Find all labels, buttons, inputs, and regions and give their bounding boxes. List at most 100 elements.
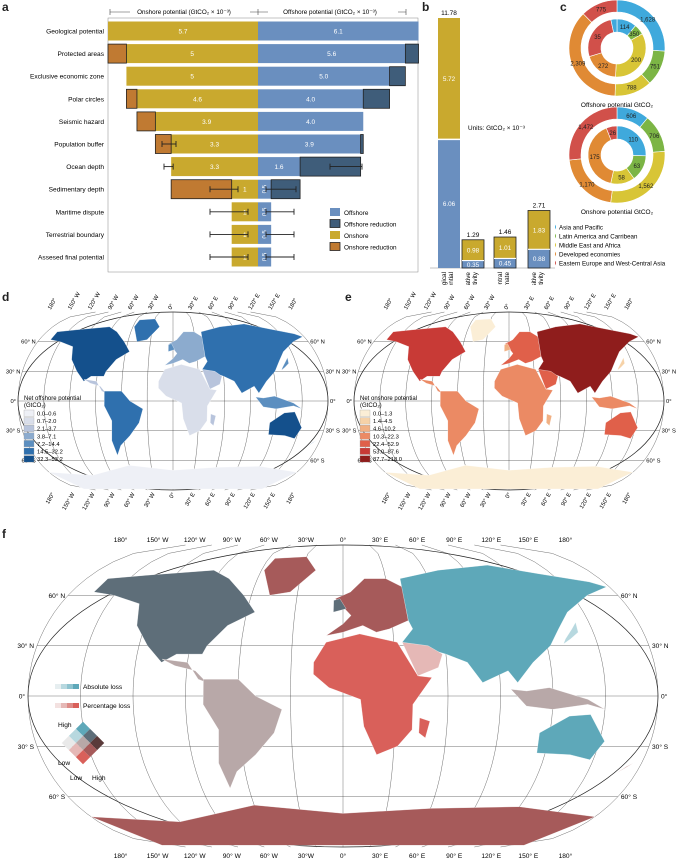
bivariate-cell [90, 735, 105, 751]
longitude-label: 60° E [541, 492, 553, 507]
legend-title-line2: (GtCO₂) [360, 403, 382, 409]
legend-swatch [23, 409, 35, 417]
legend-swatch [23, 447, 35, 455]
latitude-label: 60° N [21, 340, 36, 346]
country-region [616, 759, 640, 774]
onshore-value-label: 5.72 [443, 76, 456, 83]
longitude-label: 180° [47, 298, 58, 311]
country-region [281, 357, 289, 371]
category-label: Central [497, 272, 504, 285]
percentage-loss-label: Percentage loss [83, 703, 131, 710]
longitude-label: 30° W [144, 492, 157, 509]
longitude-label: 60° W [260, 852, 279, 860]
longitude-label: 0° [340, 852, 347, 860]
bar-outline [527, 210, 551, 269]
onshore-bar [126, 44, 258, 64]
country-region [384, 465, 634, 490]
legend-swatch [359, 455, 371, 463]
absolute-loss-swatch [61, 684, 67, 689]
category-label: Geological [441, 272, 448, 285]
legend-label: Eastern Europe and West-Central Asia [559, 260, 666, 267]
latitude-label: 30° N [662, 369, 677, 375]
onshore-reduction-bar [136, 111, 156, 132]
category-label: Geological potential [46, 29, 104, 36]
latitude-label: 30° S [342, 429, 356, 435]
country-region [494, 364, 554, 436]
outer-ring-segment-label: 751 [650, 64, 661, 70]
title-bg [268, 6, 398, 16]
percentage-loss-swatch [67, 703, 73, 708]
offshore-bar [258, 157, 301, 177]
latitude-label: 0° [10, 399, 16, 405]
longitude-label: 120° W [82, 492, 97, 512]
onshore-bar [231, 179, 258, 199]
category-label: Positive [531, 272, 538, 285]
country-region [210, 413, 216, 426]
inner-ring-segment [615, 33, 647, 78]
longitude-label: 0° [340, 536, 347, 544]
longitude-label: 60° E [409, 536, 426, 544]
units-label: Units: GtCO₂ × 10⁻³ [468, 125, 525, 132]
longitude-label: 90° W [223, 852, 242, 860]
category-label: Maritime dispute [56, 209, 105, 216]
latitude-label: 30° S [652, 743, 669, 751]
outer-ring-segment-label: 788 [627, 86, 638, 92]
onshore-bar [155, 111, 258, 131]
legend-label: 0.0–0.6 [37, 412, 56, 418]
legend-label: 3.8–7.1 [37, 434, 56, 440]
latitude-label: 60° S [49, 793, 66, 801]
category-label: Sedimentary depth [49, 187, 105, 194]
offshore-value-label: 1.6 [275, 164, 284, 171]
onshore-value-label: 3.3 [210, 142, 219, 149]
onshore-bar [462, 239, 484, 261]
legend-swatch [359, 425, 371, 432]
longitude-label: 0° [505, 492, 513, 500]
longitude-label: 150° W [147, 852, 169, 860]
longitude-label: 150° W [147, 536, 169, 544]
longitude-label: 120° W [423, 291, 438, 311]
legend-label: 2.1–3.7 [37, 427, 56, 433]
longitude-label: 150° W [67, 291, 82, 311]
country-region [202, 679, 283, 789]
longitude-label: 120° E [248, 293, 262, 311]
longitude-label: 150° E [599, 492, 613, 510]
inner-ring-segment-label: 35 [594, 35, 601, 41]
absolute-loss-label: Absolute loss [83, 684, 123, 691]
inner-ring-segment-label: 110 [628, 138, 638, 144]
country-region [504, 343, 511, 352]
longitude-label: 180° [622, 492, 633, 505]
legend-title-line1: Net onshore potential [360, 396, 417, 402]
inner-ring-segment-label: 200 [631, 58, 642, 64]
absolute-loss-swatch [55, 684, 61, 689]
longitude-label: 30° W [483, 294, 496, 311]
legend-label: Latin America and Carribean [559, 233, 638, 240]
longitude-label: 60° E [208, 296, 220, 311]
category-label: sensitivity [538, 271, 545, 285]
legend-label: 4.6–10.2 [373, 427, 396, 433]
onshore-value-label: 0.98 [467, 248, 480, 255]
onshore-value-label: 1 [243, 255, 247, 262]
latitude-label: 30° N [6, 369, 21, 375]
legend-dot [555, 260, 556, 266]
legend-swatch [330, 231, 340, 239]
legend-high-x: High [92, 775, 106, 782]
legend-label: Offshore [344, 210, 369, 217]
onshore-bar [136, 89, 258, 109]
legend-dot [555, 242, 556, 248]
country-region [168, 343, 175, 352]
total-label: 1.29 [467, 232, 480, 239]
legend-swatch [23, 425, 35, 432]
longitude-label: 0° [504, 303, 512, 311]
bivariate-cell [75, 735, 91, 751]
offshore-value-label: 6.1 [334, 29, 343, 36]
legend-swatch [359, 440, 371, 448]
panel-a-chart: Onshore potential (GtCO₂ × 10⁻³) Offshore… [30, 6, 419, 273]
offshore-axis-title: Offshore potential (GtCO₂ × 10⁻³) [283, 9, 377, 16]
longitude-label: 30°W [298, 852, 315, 860]
offshore-bar [258, 66, 390, 86]
latitude-label: 30° S [6, 429, 20, 435]
panel-b-letter: b [422, 0, 430, 14]
onshore-value-label: 5.7 [178, 29, 187, 36]
country-region [90, 804, 596, 846]
legend-label: 10.3–22.3 [373, 434, 399, 440]
